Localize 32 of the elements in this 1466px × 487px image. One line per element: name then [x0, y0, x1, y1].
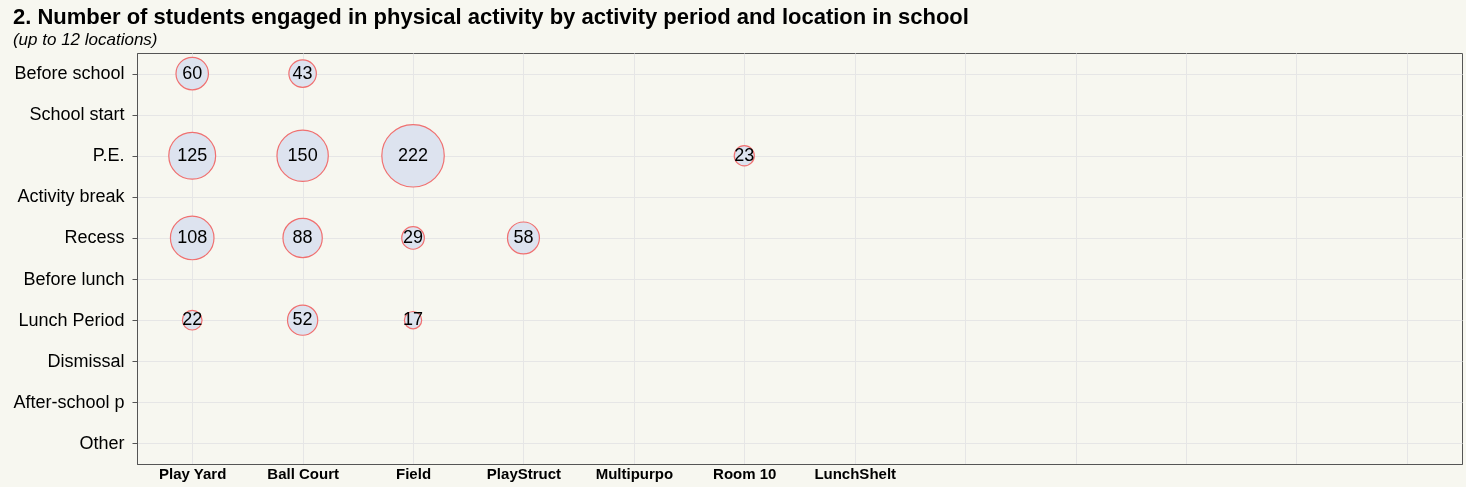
y-tick-label: P.E. — [92, 145, 125, 166]
data-label: 29 — [403, 226, 424, 247]
y-tick-label: Recess — [64, 227, 125, 248]
y-tick-label: Before lunch — [23, 268, 125, 289]
x-tick-label: Ball Court — [267, 464, 339, 482]
chart-subtitle: (up to 12 locations) — [12, 30, 158, 49]
data-label: 88 — [292, 226, 313, 247]
data-label: 23 — [734, 144, 755, 165]
y-tick-label: After-school p — [13, 391, 125, 412]
data-label: 43 — [292, 62, 313, 83]
data-label: 60 — [182, 62, 203, 83]
data-label: 125 — [177, 144, 208, 165]
data-label: 108 — [177, 226, 208, 247]
y-tick-label: Dismissal — [47, 350, 125, 371]
data-label: 222 — [398, 144, 429, 165]
x-tick-label: Room 10 — [713, 464, 777, 482]
data-label: 58 — [513, 226, 534, 247]
y-tick-label: Before school — [14, 63, 125, 84]
data-label: 17 — [403, 309, 424, 330]
x-tick-label: LunchShelt — [814, 464, 897, 482]
x-tick-label: Multipurpo — [595, 464, 674, 482]
y-tick-label: Lunch Period — [18, 309, 125, 330]
x-tick-label: PlayStruct — [486, 464, 562, 482]
chart-title: 2. Number of students engaged in physical activity by activity period and location in school — [12, 4, 969, 29]
x-tick-label: Play Yard — [159, 464, 227, 482]
data-label: 52 — [292, 309, 313, 330]
y-tick-label: School start — [29, 104, 125, 125]
y-tick-label: Activity break — [17, 186, 126, 207]
x-tick-label: Field — [396, 464, 432, 482]
data-label: 22 — [182, 309, 203, 330]
y-tick-label: Other — [79, 432, 125, 453]
data-label: 150 — [287, 144, 318, 165]
